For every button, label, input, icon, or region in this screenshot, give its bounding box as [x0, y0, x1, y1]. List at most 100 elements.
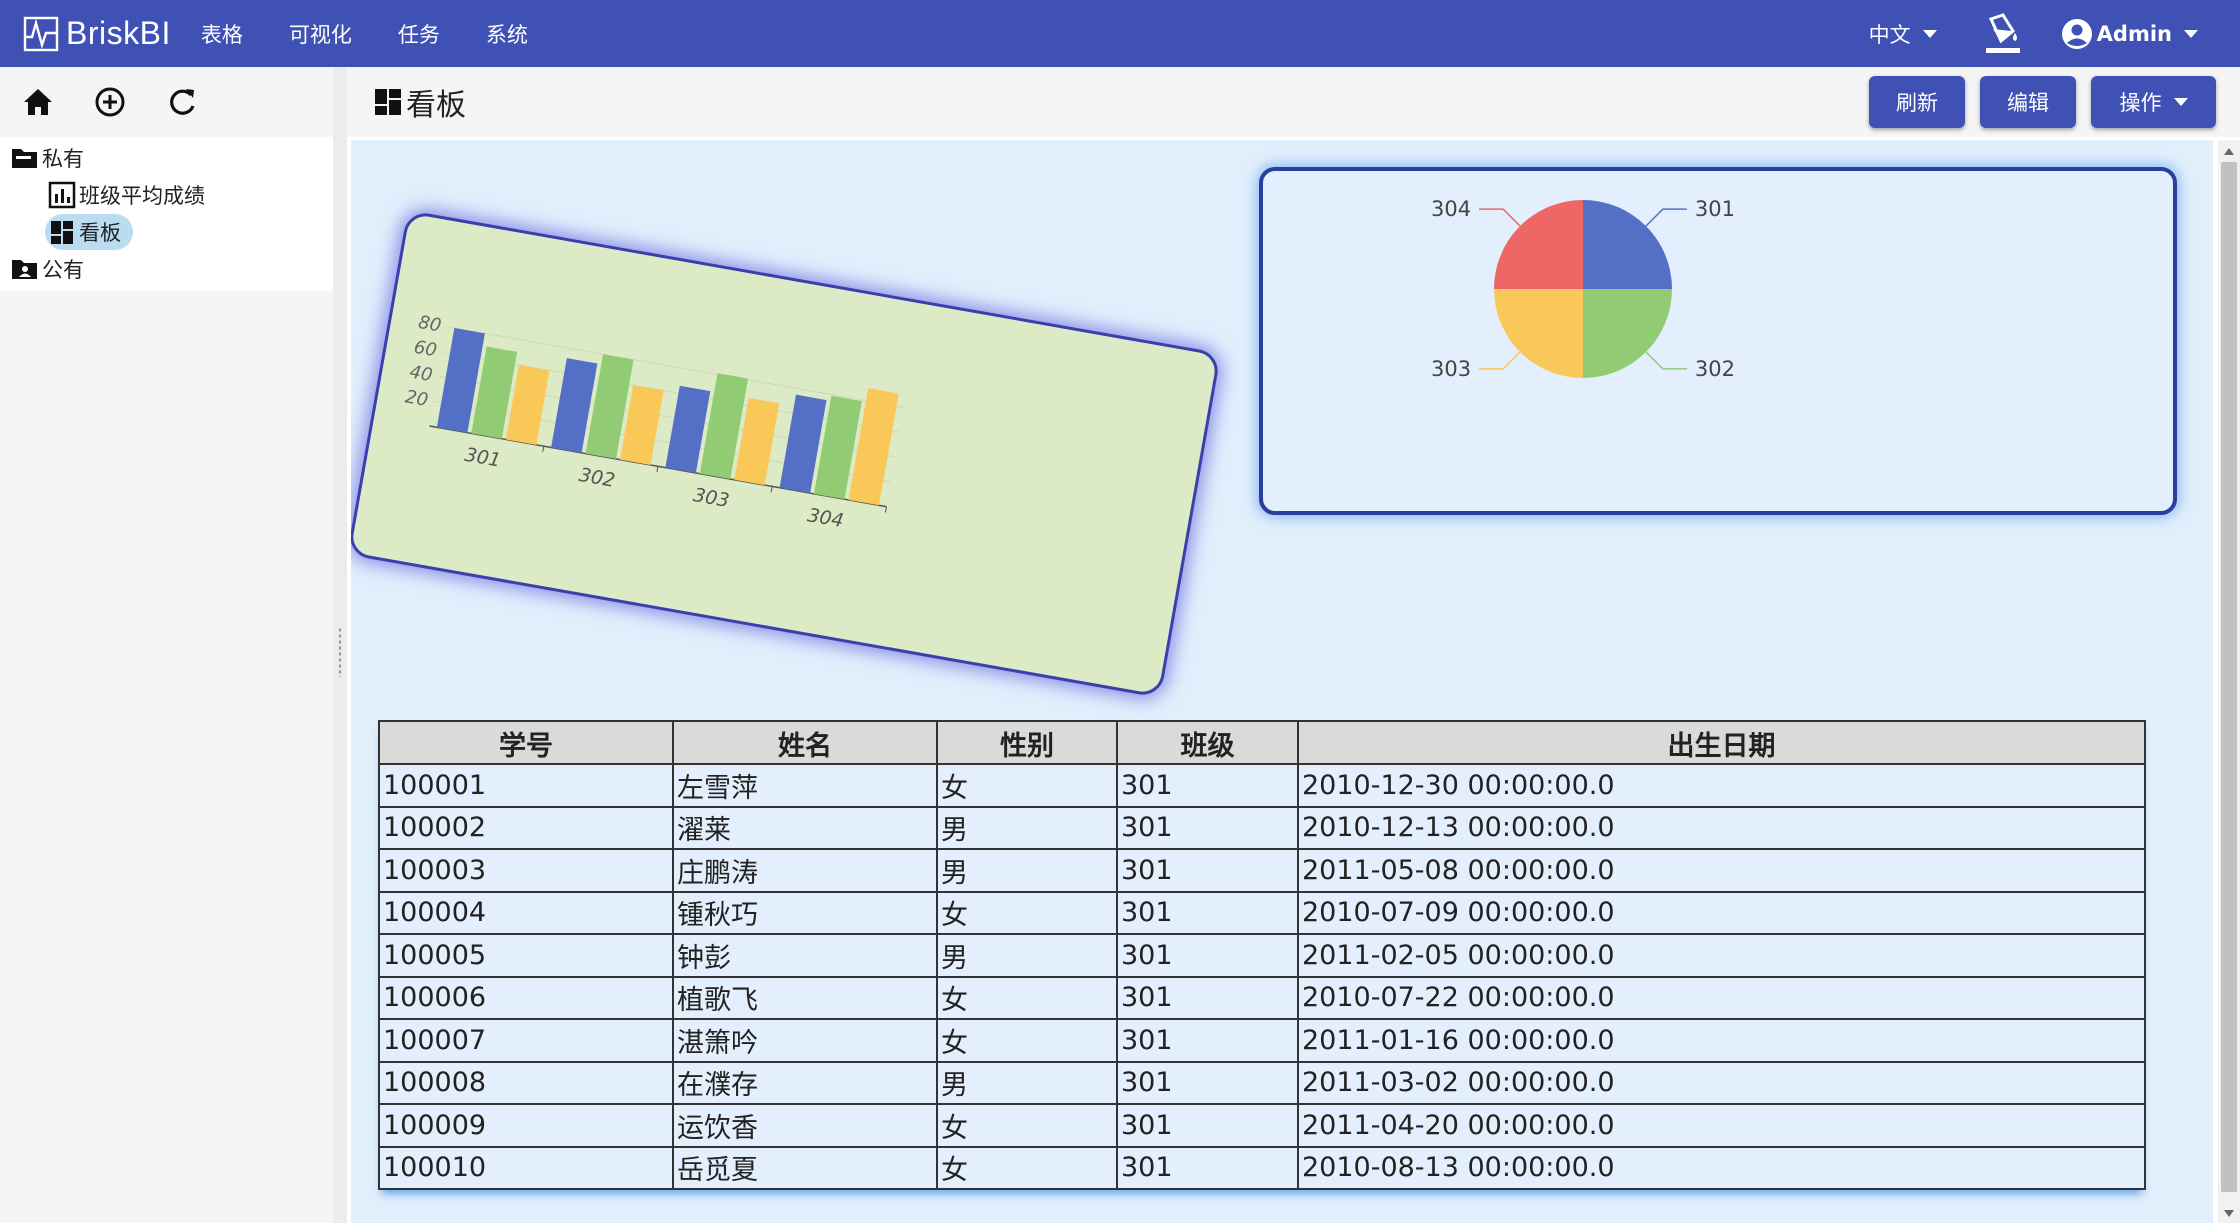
tree-folder-label: 公有 — [42, 257, 84, 282]
nav-item-tasks[interactable]: 任务 — [397, 22, 440, 47]
table-row: 100009 运饮香女 301 2011-04-20 00:00:00.0 — [378, 1103, 2146, 1148]
bar-chart-widget[interactable]: 20 40 60 80 301 302 303 304 — [351, 209, 1222, 699]
pie-label: 302 — [1695, 357, 1735, 381]
table-cell: 100002 — [378, 805, 674, 850]
folder-open-icon — [12, 148, 37, 168]
bar — [620, 385, 664, 465]
table-header-row: 学号 姓名 性别 班级 出生日期 — [378, 720, 2146, 765]
header-actions: 刷新 编辑 操作 — [1854, 76, 2216, 128]
table-cell: 植歌飞 — [672, 975, 938, 1020]
table-cell: 2011-01-16 00:00:00.0 — [1297, 1018, 2146, 1063]
main-panel: 看板 刷新 编辑 操作 20 40 60 80 301 302 303 304 301 302 3… — [347, 67, 2240, 1223]
gridline — [438, 375, 896, 458]
tree-item-label: 班级平均成绩 — [79, 183, 205, 208]
dashboard-canvas: 20 40 60 80 301 302 303 304 301 302 303 304 学号 姓名 性别… — [351, 140, 2213, 1223]
drag-handle-icon[interactable] — [338, 627, 342, 677]
table-cell: 301 — [1116, 805, 1299, 850]
table-cell: 男 — [936, 805, 1118, 850]
x-tick — [884, 506, 887, 513]
operations-menu-button[interactable]: 操作 — [2091, 76, 2216, 128]
tree-folder-public[interactable]: 公有 — [0, 250, 333, 287]
table-cell: 左雪萍 — [672, 763, 938, 808]
paint-bucket-icon[interactable] — [1983, 11, 2023, 57]
column-header[interactable]: 性别 — [936, 720, 1118, 765]
column-header[interactable]: 班级 — [1116, 720, 1299, 765]
table-row: 100005 钟彭男 301 2011-02-05 00:00:00.0 — [378, 933, 2146, 978]
scroll-up-arrow-icon[interactable] — [2224, 148, 2234, 155]
brand[interactable]: BriskBI — [22, 15, 171, 53]
nav-item-visualization[interactable]: 可视化 — [288, 22, 352, 47]
caret-down-icon — [2184, 29, 2198, 38]
pie-slice — [1583, 289, 1672, 378]
table-cell: 女 — [936, 1145, 1118, 1190]
x-tick-label: 303 — [691, 484, 731, 512]
student-table: 学号 姓名 性别 班级 出生日期 100001 左雪萍女 301 2010-12-30 00:… — [378, 720, 2146, 1190]
user-name: Admin — [2096, 21, 2172, 46]
bar — [779, 394, 827, 494]
gridline — [433, 400, 891, 483]
table-cell: 2010-07-22 00:00:00.0 — [1297, 975, 2146, 1020]
bar-chart-icon — [48, 181, 76, 208]
x-tick — [770, 486, 773, 493]
table-cell: 男 — [936, 848, 1118, 893]
user-menu[interactable]: Admin — [2061, 18, 2198, 50]
nav-item-tables[interactable]: 表格 — [200, 22, 243, 47]
refresh-icon[interactable] — [164, 84, 200, 120]
tree-item-dashboard[interactable]: 看板 — [0, 213, 333, 250]
pie-label-line — [1479, 351, 1521, 370]
table-cell: 在濮存 — [672, 1060, 938, 1105]
bar — [665, 385, 711, 473]
scroll-thumb[interactable] — [2221, 162, 2237, 1192]
table-cell: 女 — [936, 1103, 1118, 1148]
pie-label-line — [1645, 351, 1687, 370]
table-cell: 301 — [1116, 1145, 1299, 1190]
table-cell: 2010-12-30 00:00:00.0 — [1297, 763, 2146, 808]
add-circle-icon[interactable] — [92, 84, 128, 120]
table-row: 100004 锺秋巧女 301 2010-07-09 00:00:00.0 — [378, 890, 2146, 935]
table-cell: 301 — [1116, 975, 1299, 1020]
table-cell: 女 — [936, 1018, 1118, 1063]
y-tick-label: 80 — [417, 312, 443, 337]
language-select[interactable]: 中文 — [1869, 19, 1937, 49]
table-cell: 301 — [1116, 1103, 1299, 1148]
top-navbar: BriskBI 表格 可视化 任务 系统 中文 Admin — [0, 0, 2240, 67]
column-header[interactable]: 出生日期 — [1297, 720, 2146, 765]
table-cell: 301 — [1116, 1018, 1299, 1063]
pie-chart-widget[interactable]: 301 302 303 304 — [1259, 167, 2177, 515]
table-row: 100001 左雪萍女 301 2010-12-30 00:00:00.0 — [378, 763, 2146, 808]
table-row: 100008 在濮存男 301 2011-03-02 00:00:00.0 — [378, 1060, 2146, 1105]
page-title: 看板 — [406, 88, 466, 123]
pie-slice — [1494, 289, 1583, 378]
column-header[interactable]: 学号 — [378, 720, 674, 765]
tree-item-class-average[interactable]: 班级平均成绩 — [0, 176, 333, 213]
scroll-down-arrow-icon[interactable] — [2224, 1210, 2234, 1217]
nav-item-system[interactable]: 系统 — [485, 22, 528, 47]
x-tick — [542, 446, 545, 453]
sidebar-splitter[interactable] — [333, 67, 347, 1223]
brand-logo-icon — [23, 16, 59, 51]
gridline — [446, 326, 905, 408]
table-cell: 301 — [1116, 848, 1299, 893]
operations-label: 操作 — [2119, 91, 2162, 115]
table-cell: 庄鹏涛 — [672, 848, 938, 893]
tree-folder-label: 私有 — [42, 146, 84, 171]
refresh-button[interactable]: 刷新 — [1869, 76, 1965, 128]
tree-item-label: 看板 — [79, 220, 121, 245]
vertical-scrollbar[interactable] — [2218, 140, 2240, 1223]
column-header[interactable]: 姓名 — [672, 720, 938, 765]
table-cell: 钟彭 — [672, 933, 938, 978]
y-tick-label: 40 — [408, 362, 434, 387]
sidebar-toolbar — [0, 67, 333, 137]
table-row: 100006 植歌飞女 301 2010-07-22 00:00:00.0 — [378, 975, 2146, 1020]
bar — [699, 373, 749, 480]
edit-button[interactable]: 编辑 — [1980, 76, 2076, 128]
home-icon[interactable] — [20, 84, 56, 120]
bar — [436, 328, 485, 433]
tree-folder-private[interactable]: 私有 — [0, 139, 333, 176]
table-cell: 301 — [1116, 933, 1299, 978]
caret-down-icon — [2173, 98, 2188, 106]
table-cell: 2011-04-20 00:00:00.0 — [1297, 1103, 2146, 1148]
table-widget[interactable]: 学号 姓名 性别 班级 出生日期 100001 左雪萍女 301 2010-12-30 00:… — [378, 720, 2146, 1190]
pie-label-line — [1479, 208, 1521, 227]
